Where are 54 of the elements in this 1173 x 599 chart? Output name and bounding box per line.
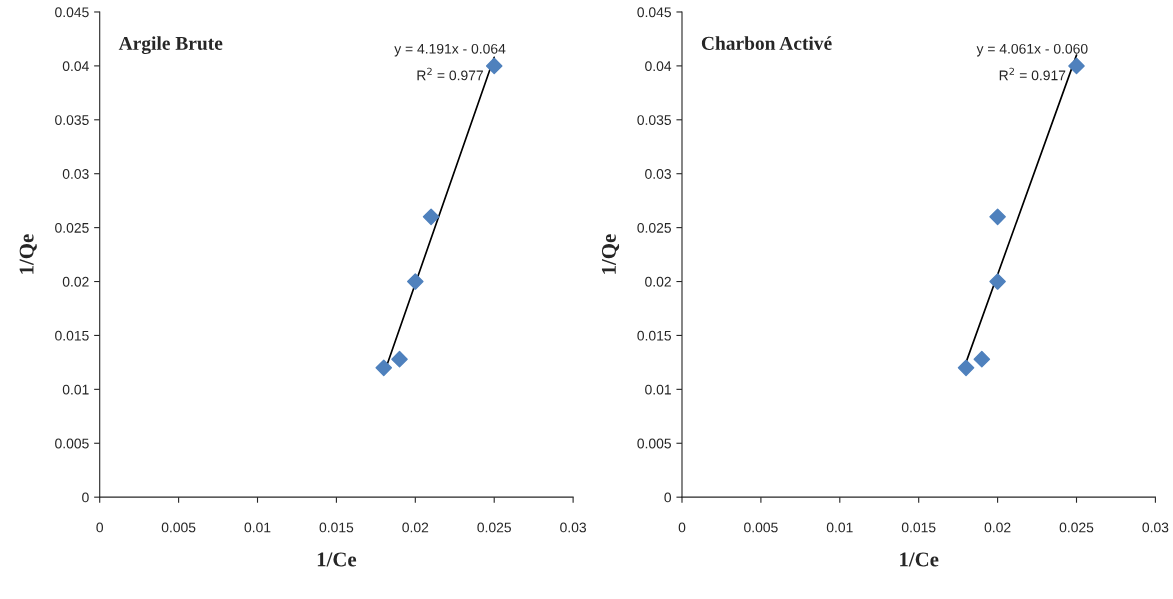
y-tick-label: 0.04 <box>62 61 89 72</box>
y-tick-label: 0.005 <box>55 438 89 449</box>
text: Charbon Activé <box>701 36 832 50</box>
x-tick-label: 0.01 <box>244 522 271 533</box>
y-tick-label: 0.005 <box>637 438 671 449</box>
x-tick-label: 0.005 <box>744 522 778 533</box>
point <box>391 350 408 368</box>
x-tick-label: 0.02 <box>984 522 1011 533</box>
x-tick-label: 0.025 <box>477 522 512 533</box>
point <box>989 208 1006 226</box>
y-tick-label: 0.035 <box>637 115 671 125</box>
y-tick-label: 0.02 <box>645 276 671 287</box>
y-tick-label: 0 <box>82 492 89 503</box>
y-tick-label: 0.025 <box>55 222 89 233</box>
x-axis-title: 1/Ce <box>317 552 357 567</box>
x-tick-label: 0.025 <box>1059 522 1094 533</box>
x-axis-title: 1/Ce <box>900 552 939 567</box>
y-tick-label: 0.045 <box>637 7 671 18</box>
y-tick-label: 0 <box>664 492 672 503</box>
y-tick-label: 0.015 <box>55 330 89 341</box>
annotation: R$^{2}$ = 0.977 <box>417 67 483 81</box>
text: Argile Brute <box>118 36 223 55</box>
y-tick-label: 0.02 <box>62 276 89 287</box>
x-tick-label: 0.015 <box>319 522 354 533</box>
point <box>407 273 424 290</box>
point <box>485 57 503 75</box>
y-tick-label: 0.025 <box>637 222 671 233</box>
y-tick-label: 0.03 <box>645 169 671 179</box>
x-tick-label: 0.03 <box>560 522 587 533</box>
point <box>957 359 975 377</box>
x-tick-label: 0.03 <box>1142 522 1169 533</box>
x-tick-label: 0.02 <box>402 522 429 533</box>
point <box>989 273 1006 290</box>
y-tick-label: 0.01 <box>62 384 89 395</box>
y-axis-title: 1/Qe <box>601 234 620 274</box>
point <box>1068 57 1085 75</box>
annotation: y = 4.191x - 0.064 <box>394 43 506 57</box>
x-tick-label: 0.015 <box>901 522 936 533</box>
y-tick-label: 0.015 <box>637 330 671 341</box>
x-tick-label: 0 <box>678 522 686 533</box>
y-axis-title: 1/Qe <box>19 234 37 274</box>
x-tick-label: 0.005 <box>161 522 196 533</box>
x-tick-label: 0.01 <box>826 522 853 533</box>
y-tick-label: 0.01 <box>645 384 671 395</box>
y-tick-label: 0.045 <box>55 7 89 18</box>
y-tick-label: 0.03 <box>62 169 89 179</box>
y-tick-label: 0.035 <box>55 115 89 125</box>
y-tick-label: 0.04 <box>645 61 672 72</box>
x-tick-label: 0 <box>96 522 104 533</box>
point <box>422 208 440 226</box>
annotation: y = 4.061x - 0.060 <box>976 43 1088 57</box>
point <box>375 359 393 377</box>
point <box>973 350 991 368</box>
annotation: R$^{2}$ = 0.917 <box>999 67 1066 81</box>
